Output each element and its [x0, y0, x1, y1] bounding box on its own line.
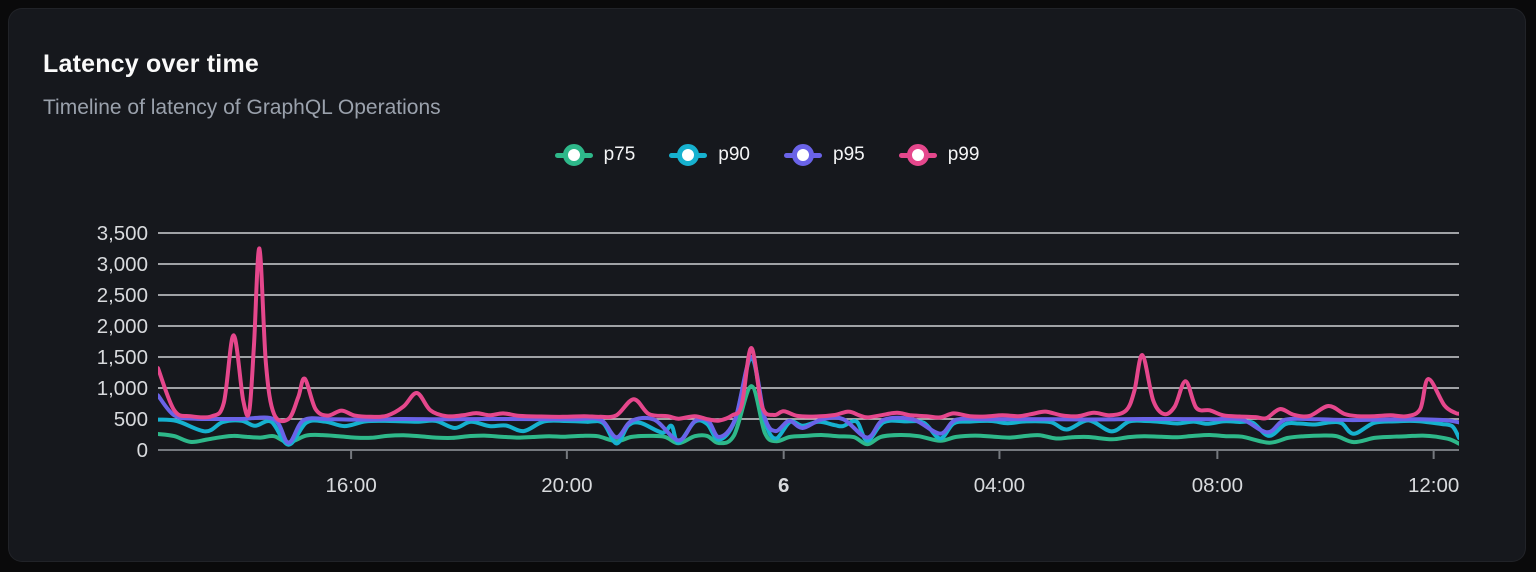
- y-axis-label-0: 0: [137, 439, 148, 462]
- x-axis-label-12:00: 12:00: [1408, 474, 1459, 497]
- card-subtitle: Timeline of latency of GraphQL Operation…: [43, 96, 441, 119]
- x-axis-label-6: 6: [778, 474, 789, 497]
- legend-marker-p90-icon: [669, 143, 708, 167]
- latency-chart[interactable]: 0 500 1,000 1,500 2,000 2,500 3,000 3,500 16:00 2…: [9, 9, 1529, 565]
- x-axis-label-08:00: 08:00: [1192, 474, 1243, 497]
- series-line-p90: [158, 356, 1459, 447]
- page-title: Latency over time: [43, 50, 259, 78]
- legend-marker-p99-icon: [898, 143, 937, 167]
- legend-label-p75: p75: [603, 144, 636, 165]
- legend-dot-p95: [792, 144, 814, 166]
- legend-marker-p95-icon: [784, 143, 822, 167]
- legend-label-p95: p95: [833, 144, 865, 165]
- series-line-p75: [158, 384, 1459, 447]
- y-axis-label-3000: 3,000: [97, 253, 148, 276]
- legend-item-p99[interactable]: p99: [898, 143, 980, 167]
- x-axis-label-04:00: 04:00: [974, 474, 1025, 497]
- x-axis-label-20:00: 20:00: [541, 474, 592, 497]
- latency-card: Latency over time Timeline of latency of…: [8, 8, 1526, 562]
- y-axis-label-1000: 1,000: [97, 377, 148, 400]
- x-axis-label-16:00: 16:00: [325, 474, 376, 497]
- legend-item-p95[interactable]: p95: [784, 143, 865, 167]
- y-axis-label-3500: 3,500: [97, 222, 148, 245]
- legend-dot-p90: [677, 144, 700, 166]
- y-axis-label-1500: 1,500: [97, 346, 148, 369]
- legend-dot-p75: [562, 144, 585, 166]
- legend-marker-p75-icon: [554, 143, 593, 167]
- legend-dot-p99: [906, 144, 929, 166]
- y-axis-label-2000: 2,000: [97, 315, 148, 338]
- series-line-p95: [158, 354, 1459, 445]
- y-axis-label-2500: 2,500: [97, 284, 148, 307]
- legend-label-p99: p99: [947, 144, 980, 165]
- y-axis-label-500: 500: [114, 408, 148, 431]
- legend-item-p90[interactable]: p90: [669, 143, 750, 167]
- legend-item-p75[interactable]: p75: [554, 143, 636, 167]
- series-line-p99: [158, 246, 1459, 424]
- legend-label-p90: p90: [718, 144, 750, 165]
- chart-legend: p75 p90 p95 p99: [9, 140, 1525, 170]
